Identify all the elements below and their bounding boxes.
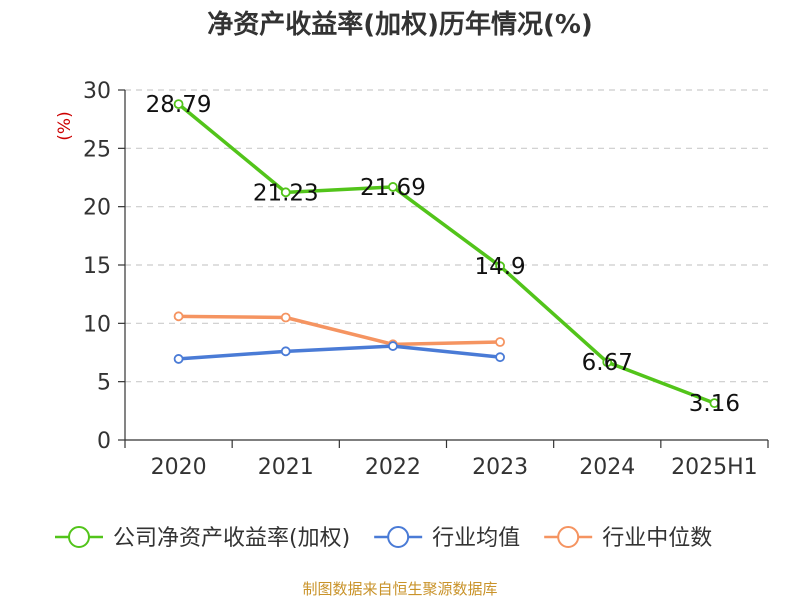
legend-label: 行业中位数 bbox=[602, 526, 712, 551]
series-line bbox=[178, 314, 501, 347]
data-point bbox=[173, 99, 184, 110]
y-tick-label: 25 bbox=[83, 137, 111, 162]
source-footer: 制图数据来自恒生聚源数据库 bbox=[302, 580, 498, 598]
legend-marker bbox=[557, 526, 580, 548]
y-tick-label: 15 bbox=[83, 254, 111, 279]
chart-title: 净资产收益率(加权)历年情况(%) bbox=[207, 10, 593, 40]
data-point bbox=[280, 312, 291, 323]
data-label: 21.23 bbox=[253, 180, 319, 206]
data-point bbox=[173, 311, 184, 322]
series-line bbox=[177, 102, 716, 405]
data-label: 21.69 bbox=[360, 175, 426, 201]
data-label: 6.67 bbox=[582, 350, 633, 376]
data-point bbox=[602, 357, 613, 368]
data-label: 14.9 bbox=[474, 254, 525, 280]
y-tick-label: 10 bbox=[83, 312, 111, 337]
y-tick-label: 30 bbox=[83, 79, 111, 104]
data-point bbox=[495, 352, 505, 363]
x-tick-label: 2025H1 bbox=[671, 455, 758, 480]
data-point bbox=[495, 337, 505, 347]
y-axis-label: (%) bbox=[55, 111, 75, 140]
y-tick-label: 20 bbox=[83, 196, 111, 221]
data-point bbox=[280, 346, 291, 357]
series-line bbox=[178, 344, 501, 361]
x-tick-label: 2023 bbox=[472, 455, 528, 480]
data-point bbox=[709, 398, 720, 409]
data-point bbox=[495, 261, 505, 272]
data-point bbox=[173, 354, 184, 364]
data-point bbox=[388, 341, 398, 351]
data-point bbox=[280, 187, 291, 198]
legend-marker bbox=[387, 526, 410, 548]
y-tick-label: 5 bbox=[97, 371, 111, 396]
y-tick-label: 0 bbox=[97, 429, 111, 454]
legend-label: 行业均值 bbox=[432, 526, 520, 551]
legend-marker bbox=[68, 526, 90, 548]
data-label: 3.16 bbox=[689, 391, 740, 417]
data-label: 28.79 bbox=[146, 92, 212, 118]
data-point bbox=[388, 182, 398, 192]
x-tick-label: 2022 bbox=[365, 455, 421, 480]
legend-label: 公司净资产收益率(加权) bbox=[113, 526, 350, 551]
x-tick-label: 2020 bbox=[151, 455, 207, 480]
x-tick-label: 2021 bbox=[258, 455, 314, 480]
x-tick-label: 2024 bbox=[579, 455, 635, 480]
